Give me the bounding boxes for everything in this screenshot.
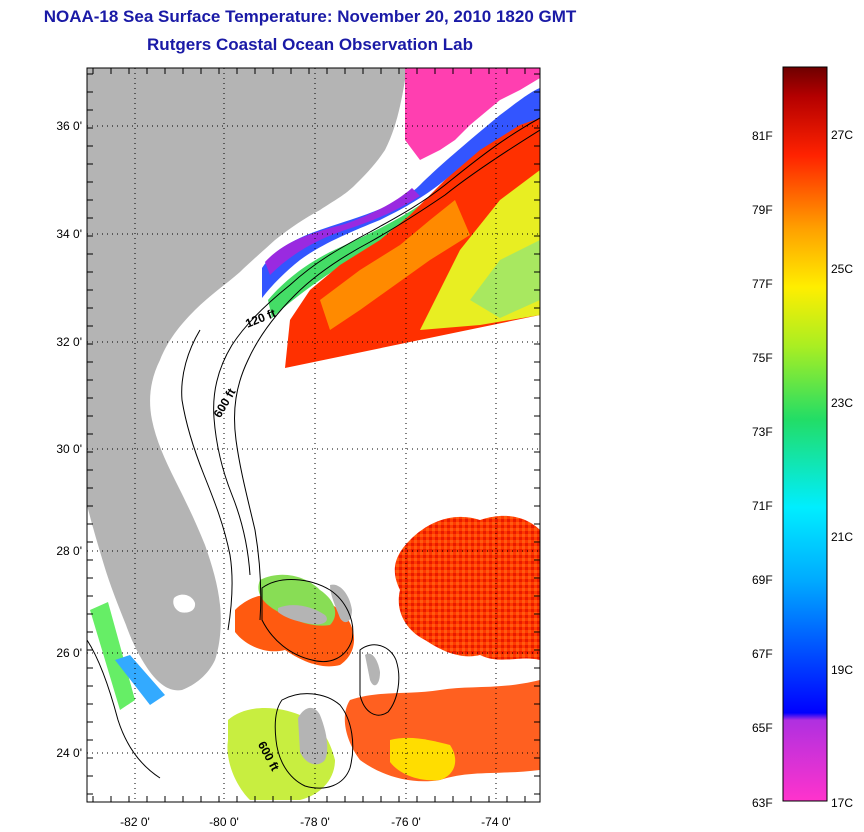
lon-label: -82 0' — [120, 815, 150, 829]
lon-label: -80 0' — [209, 815, 239, 829]
lat-label: 36 0' — [56, 119, 82, 133]
colorbar-label-f: 67F — [752, 647, 773, 661]
land-bahamas-eleuthera — [365, 653, 380, 686]
lat-label: 30 0' — [56, 442, 82, 456]
colorbar-label-f: 75F — [752, 351, 773, 365]
contour-coast-inner — [181, 329, 233, 631]
colorbar-label-f: 63F — [752, 796, 773, 810]
land-bahamas-andros — [298, 707, 328, 765]
sst-coastal-band — [262, 88, 540, 298]
lat-label: 34 0' — [56, 227, 82, 241]
colorbar-label-f: 71F — [752, 499, 773, 513]
sst-southeast-patch — [394, 515, 540, 660]
lake-okeechobee — [173, 594, 196, 613]
sst-coastal-violet — [265, 188, 420, 275]
sst-west-florida-strip — [90, 602, 135, 710]
sst-pink-region — [405, 68, 540, 160]
contour-bahamas — [261, 579, 354, 663]
colorbar-label-f: 69F — [752, 573, 773, 587]
map-title: NOAA-18 Sea Surface Temperature: Novembe… — [43, 7, 577, 26]
colorbar-label-c: 23C — [831, 396, 854, 410]
map-subtitle: Rutgers Coastal Ocean Observation Lab — [147, 35, 473, 54]
axis-ticks — [87, 68, 540, 802]
contour-bahamas-east — [359, 644, 400, 716]
contour-gulf — [87, 639, 161, 779]
colorbar-label-c: 19C — [831, 663, 854, 677]
lat-label: 28 0' — [56, 544, 82, 558]
sst-warm-orange — [320, 200, 470, 330]
land-mainland — [87, 68, 405, 691]
sst-green-patch — [470, 240, 540, 318]
colorbar-label-c: 25C — [831, 262, 854, 276]
lat-label: 24 0' — [56, 746, 82, 760]
lon-label: -78 0' — [300, 815, 330, 829]
lat-label: 32 0' — [56, 335, 82, 349]
lat-label: 26 0' — [56, 646, 82, 660]
contour-120ft — [213, 117, 540, 576]
colorbar-label-f: 81F — [752, 129, 773, 143]
colorbar-label-c: 21C — [831, 530, 854, 544]
lon-label: -76 0' — [391, 815, 421, 829]
colorbar-label-c: 27C — [831, 128, 854, 142]
land-bahamas-grand — [278, 605, 327, 625]
sst-west-florida-strip-blue — [115, 655, 165, 705]
contour-bahamas-south — [274, 693, 354, 789]
colorbar-label-f: 65F — [752, 721, 773, 735]
colorbar — [782, 66, 828, 802]
lon-label: -74 0' — [481, 815, 511, 829]
colorbar-label-f: 73F — [752, 425, 773, 439]
graticule — [87, 68, 540, 802]
colorbar-label-f: 79F — [752, 203, 773, 217]
colorbar-label-f: 77F — [752, 277, 773, 291]
colorbar-label-c: 17C — [831, 796, 854, 810]
contour-600ft — [234, 129, 540, 621]
